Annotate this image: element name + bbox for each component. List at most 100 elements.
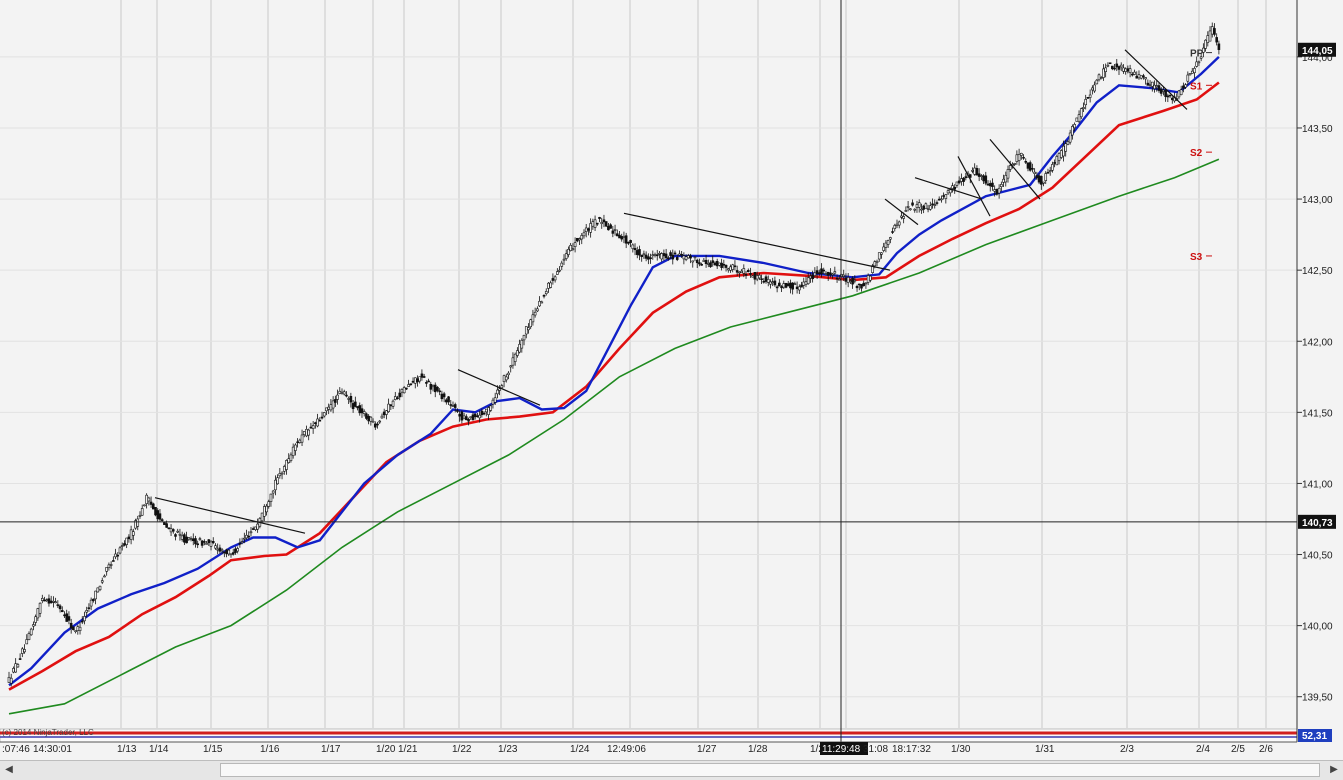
candle-body <box>513 353 517 362</box>
candle-body <box>180 535 184 540</box>
candle-body <box>540 301 544 304</box>
candle-body <box>1108 62 1112 65</box>
candle-body <box>900 215 903 218</box>
scroll-right-icon[interactable]: ▶ <box>1330 764 1338 775</box>
candle-body <box>1210 26 1214 35</box>
candle-body <box>571 248 575 250</box>
candle-body <box>971 170 974 172</box>
candle-body <box>300 434 304 443</box>
candle-body <box>251 528 255 530</box>
candle-body <box>693 256 697 259</box>
candle-body <box>473 413 477 418</box>
candle-body <box>1184 84 1187 88</box>
candle-body <box>234 548 237 553</box>
candle-body <box>238 542 242 545</box>
candle-body <box>689 255 692 259</box>
candle-body <box>724 264 728 268</box>
candle-body <box>895 223 899 226</box>
candle-body <box>476 415 479 418</box>
candle-body <box>760 278 763 281</box>
candle-body <box>405 387 408 390</box>
candle-body <box>327 406 330 410</box>
candle-body <box>316 418 319 427</box>
candle-body <box>94 590 97 600</box>
candle-body <box>29 628 33 636</box>
candle-body <box>1124 68 1127 72</box>
candle-body <box>76 626 80 631</box>
candle-body <box>422 376 426 378</box>
scrollbar-thumb[interactable] <box>220 763 1320 777</box>
candle-body <box>635 250 639 255</box>
candle-body <box>1135 75 1139 79</box>
candle-body <box>25 639 29 645</box>
candle-body <box>682 255 686 260</box>
time-tick-label: 1/2 <box>810 744 824 755</box>
candle-body <box>1091 87 1094 91</box>
candle-body <box>977 173 981 177</box>
candle-body <box>1197 61 1201 64</box>
candle-body <box>609 224 612 229</box>
candle-body <box>813 272 817 276</box>
candle-body <box>817 272 821 274</box>
candle-body <box>1000 184 1003 187</box>
candle-body <box>291 446 295 456</box>
candle-body <box>544 291 548 295</box>
candle-body <box>591 221 595 227</box>
candle-body <box>1020 152 1023 156</box>
candle-body <box>980 175 983 177</box>
candle-body <box>547 282 550 289</box>
candle-body <box>955 181 959 186</box>
candle-body <box>200 540 204 546</box>
candle-body <box>220 549 224 552</box>
candle-body <box>560 262 564 267</box>
candle-body <box>449 404 453 406</box>
candle-body <box>1064 143 1068 152</box>
candle-body <box>491 399 495 405</box>
candle-body <box>698 262 701 265</box>
candle-body <box>1002 178 1005 183</box>
candle-body <box>1013 163 1016 165</box>
candle-body <box>256 523 259 530</box>
candle-body <box>18 658 22 660</box>
candle-body <box>687 255 690 259</box>
candle-body <box>842 274 846 277</box>
last-price-marker: 144,05 <box>1302 46 1333 57</box>
candle-body <box>1159 88 1163 94</box>
candle-body <box>1142 75 1145 78</box>
candle-body <box>114 553 117 558</box>
candle-body <box>336 394 339 400</box>
candle-body <box>209 541 213 547</box>
trendline <box>914 177 983 200</box>
candle-body <box>620 236 624 240</box>
horizontal-gridlines <box>0 56 1297 698</box>
candle-body <box>1075 117 1079 122</box>
scroll-left-icon[interactable]: ◀ <box>5 764 13 775</box>
candle-body <box>1146 82 1150 86</box>
time-tick-label: 1/22 <box>452 744 472 755</box>
candle-body <box>373 423 377 428</box>
time-tick-label: 1/16 <box>260 744 280 755</box>
candle-body <box>1119 64 1123 68</box>
candle-body <box>1139 75 1143 79</box>
candle-body <box>36 608 40 619</box>
time-tick-label: 2/6 <box>1259 744 1273 755</box>
candle-body <box>1155 85 1159 88</box>
candle-body <box>167 527 171 530</box>
candle-body <box>96 587 100 593</box>
candle-body <box>120 545 124 547</box>
candle-body <box>926 208 930 210</box>
candle-body <box>607 226 610 231</box>
candle-body <box>431 385 435 388</box>
horizontal-scrollbar[interactable]: ◀ ▶ <box>0 760 1343 780</box>
candle-body <box>85 610 88 613</box>
candle-body <box>658 252 661 255</box>
candle-body <box>738 271 741 274</box>
time-tick-label: 1/28 <box>748 744 768 755</box>
candle-body <box>407 384 410 387</box>
candle-body <box>584 227 588 232</box>
candle-body <box>243 537 246 540</box>
candle-body <box>873 261 877 267</box>
candle-body <box>156 510 160 520</box>
